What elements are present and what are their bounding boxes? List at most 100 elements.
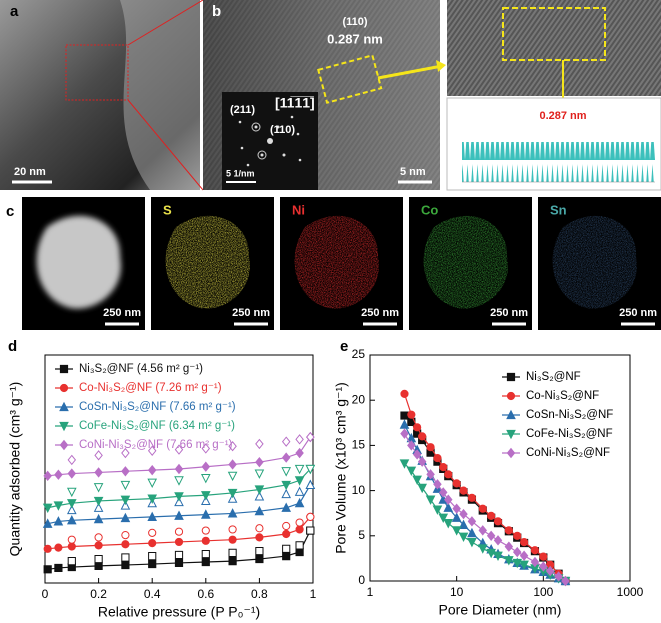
- scale-label: 250 nm: [490, 307, 528, 319]
- marker: [512, 558, 523, 569]
- marker: [305, 479, 316, 490]
- x-tick-label: 10: [450, 585, 464, 599]
- element-label: Co: [421, 202, 438, 217]
- marker: [120, 480, 131, 491]
- marker: [120, 500, 131, 510]
- marker: [506, 391, 516, 401]
- scale-label: 250 nm: [103, 307, 141, 319]
- legend-label: CoNi-Ni₃S₂@NF (7.66 m² g⁻¹): [79, 439, 233, 451]
- marker: [294, 497, 305, 508]
- tem-edge: [120, 0, 200, 190]
- element-label: Ni: [292, 202, 305, 217]
- eds-signal: [423, 215, 508, 309]
- marker: [201, 443, 211, 454]
- legend-label: CoNi-Ni₃S₂@NF: [526, 447, 610, 459]
- y-axis-label: Quantity adsorbed (cm³ g⁻¹): [7, 382, 23, 557]
- marker: [413, 423, 422, 432]
- marker: [412, 475, 422, 486]
- marker: [306, 526, 315, 535]
- marker: [467, 538, 477, 548]
- marker: [53, 501, 64, 511]
- panel-label: b: [212, 3, 221, 20]
- legend-label: CoSn-Ni₃S₂@NF (7.66 m² g⁻¹): [79, 401, 236, 413]
- marker: [228, 441, 237, 452]
- marker: [228, 459, 237, 470]
- marker: [506, 429, 516, 440]
- marker: [399, 419, 410, 429]
- marker: [120, 495, 131, 506]
- marker: [93, 513, 104, 524]
- marker: [438, 513, 449, 524]
- eds-signal: [165, 215, 250, 309]
- x-axis-label: Pore Diameter (nm): [439, 602, 562, 618]
- marker: [417, 456, 427, 467]
- series-line: [404, 463, 566, 582]
- zoom-line: [127, 99, 204, 191]
- marker: [530, 546, 540, 555]
- marker: [227, 493, 238, 503]
- marker: [200, 491, 211, 501]
- marker: [282, 551, 291, 561]
- marker: [545, 565, 555, 577]
- marker: [281, 452, 291, 463]
- marker: [147, 464, 157, 476]
- marker: [59, 401, 69, 412]
- x-tick-label: 1: [367, 585, 374, 599]
- marker: [174, 527, 184, 536]
- marker: [433, 479, 442, 490]
- marker: [281, 502, 292, 512]
- marker: [467, 527, 477, 538]
- element-label: S: [163, 202, 172, 217]
- y-tick-label: 25: [352, 347, 366, 361]
- marker: [282, 529, 291, 539]
- marker: [539, 552, 548, 561]
- marker: [94, 561, 103, 570]
- marker: [66, 515, 77, 525]
- series-line: [404, 415, 566, 582]
- marker: [486, 548, 496, 559]
- panel-label: d: [8, 338, 17, 355]
- marker: [94, 554, 103, 564]
- marker: [201, 557, 210, 567]
- marker: [147, 494, 158, 504]
- marker: [121, 553, 130, 562]
- marker: [467, 493, 477, 502]
- marker: [459, 486, 468, 495]
- marker: [400, 428, 409, 439]
- marker: [67, 468, 77, 479]
- marker: [306, 512, 315, 521]
- marker: [506, 409, 516, 420]
- marker: [148, 539, 157, 548]
- marker: [477, 544, 488, 554]
- marker: [67, 454, 77, 466]
- scale-label: 250 nm: [619, 307, 657, 319]
- legend-label: Ni₃S₂@NF: [526, 371, 581, 383]
- marker: [94, 450, 103, 461]
- y-tick-label: 15: [352, 438, 366, 452]
- marker: [200, 495, 211, 506]
- marker: [66, 487, 77, 498]
- marker: [294, 476, 305, 486]
- marker: [254, 469, 265, 479]
- marker: [426, 443, 435, 452]
- marker: [452, 479, 461, 488]
- x-tick-label: 0.8: [251, 587, 268, 601]
- scale-label: 250 nm: [361, 307, 399, 319]
- marker: [147, 511, 158, 521]
- series-line: [403, 433, 566, 582]
- marker: [506, 447, 516, 459]
- marker: [295, 525, 304, 534]
- scale-label: 20 nm: [14, 166, 46, 178]
- panel-label: e: [340, 338, 348, 355]
- marker: [451, 526, 462, 536]
- marker: [66, 499, 77, 509]
- marker: [94, 533, 103, 542]
- marker: [504, 556, 514, 566]
- legend-label: CoSn-Ni₃S₂@NF: [526, 409, 613, 421]
- marker: [399, 459, 410, 469]
- marker: [432, 505, 443, 515]
- y-axis-label: Pore Volume (x10³ cm³ g⁻¹): [333, 382, 349, 554]
- scale-label: 250 nm: [232, 307, 270, 319]
- marker: [67, 557, 76, 566]
- marker: [121, 466, 130, 477]
